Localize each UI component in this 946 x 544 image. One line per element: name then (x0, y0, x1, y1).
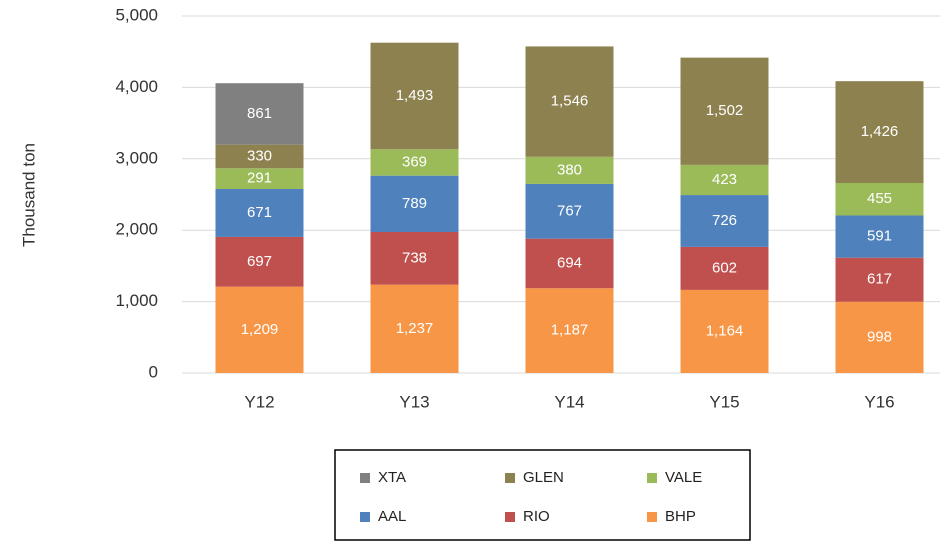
bar-segment (525, 238, 614, 289)
data-label: 423 (712, 171, 737, 188)
data-label: 1,502 (706, 102, 744, 119)
legend-label: GLEN (523, 469, 564, 486)
y-tick-label: 1,000 (115, 291, 158, 310)
data-label: 861 (247, 105, 272, 122)
bar-segment (680, 289, 769, 373)
bar-segment (835, 215, 924, 258)
data-label: 726 (712, 212, 737, 229)
data-label: 694 (557, 254, 582, 271)
data-label: 1,164 (706, 322, 744, 339)
legend-swatch (360, 473, 370, 483)
data-label: 455 (867, 190, 892, 207)
legend-swatch (505, 473, 515, 483)
x-tick-label: Y16 (864, 392, 894, 411)
data-label: 767 (557, 202, 582, 219)
data-label: 380 (557, 161, 582, 178)
bar-segment (215, 189, 304, 237)
bar-segment (215, 236, 304, 287)
legend-label: XTA (378, 469, 406, 486)
y-tick-label: 5,000 (115, 5, 158, 24)
bar-segment (835, 183, 924, 216)
legend-label: VALE (665, 469, 702, 486)
bar-segment (525, 288, 614, 373)
data-label: 1,209 (241, 321, 279, 338)
legend-label: AAL (378, 508, 406, 525)
legend-label: RIO (523, 508, 550, 525)
y-tick-label: 2,000 (115, 220, 158, 239)
bar-segment (835, 301, 924, 373)
x-tick-label: Y13 (399, 392, 429, 411)
bar-segment (680, 57, 769, 165)
x-tick-label: Y14 (554, 392, 584, 411)
data-label: 1,493 (396, 87, 434, 104)
data-label: 369 (402, 153, 427, 170)
data-label: 1,546 (551, 93, 589, 110)
bar-segment (835, 81, 924, 184)
legend-swatch (505, 512, 515, 522)
bar-segment (680, 195, 769, 247)
bar-segment (680, 164, 769, 196)
x-tick-label: Y15 (709, 392, 739, 411)
data-label: 617 (867, 271, 892, 288)
y-axis-label: Thousand ton (19, 143, 38, 247)
legend-label: BHP (665, 508, 696, 525)
bar-segment (215, 83, 304, 145)
data-label: 602 (712, 259, 737, 276)
y-tick-label: 3,000 (115, 148, 158, 167)
data-label: 291 (247, 170, 272, 187)
data-label: 697 (247, 253, 272, 270)
bar-segment (525, 156, 614, 184)
data-label: 591 (867, 228, 892, 245)
data-label: 998 (867, 328, 892, 345)
legend-swatch (647, 473, 657, 483)
bar-segment (370, 175, 459, 232)
y-tick-label: 0 (149, 362, 158, 381)
data-label: 789 (402, 195, 427, 212)
data-label: 1,426 (861, 123, 899, 140)
bar-segment (370, 149, 459, 176)
bar-segment (215, 168, 304, 190)
bar-segment (370, 231, 459, 285)
bar-segment (370, 42, 459, 150)
bar-segment (525, 46, 614, 157)
data-label: 330 (247, 147, 272, 164)
legend-box (334, 449, 751, 541)
bar-segment (680, 246, 769, 290)
bar-segment (215, 144, 304, 169)
bar-segment (835, 257, 924, 302)
x-tick-label: Y12 (244, 392, 274, 411)
data-label: 1,187 (551, 322, 589, 339)
data-label: 671 (247, 204, 272, 221)
bar-segment (525, 183, 614, 239)
bar-segment (215, 286, 304, 373)
legend-swatch (647, 512, 657, 522)
legend-swatch (360, 512, 370, 522)
data-label: 738 (402, 249, 427, 266)
bar-segment (370, 284, 459, 373)
data-label: 1,237 (396, 320, 434, 337)
y-tick-label: 4,000 (115, 77, 158, 96)
